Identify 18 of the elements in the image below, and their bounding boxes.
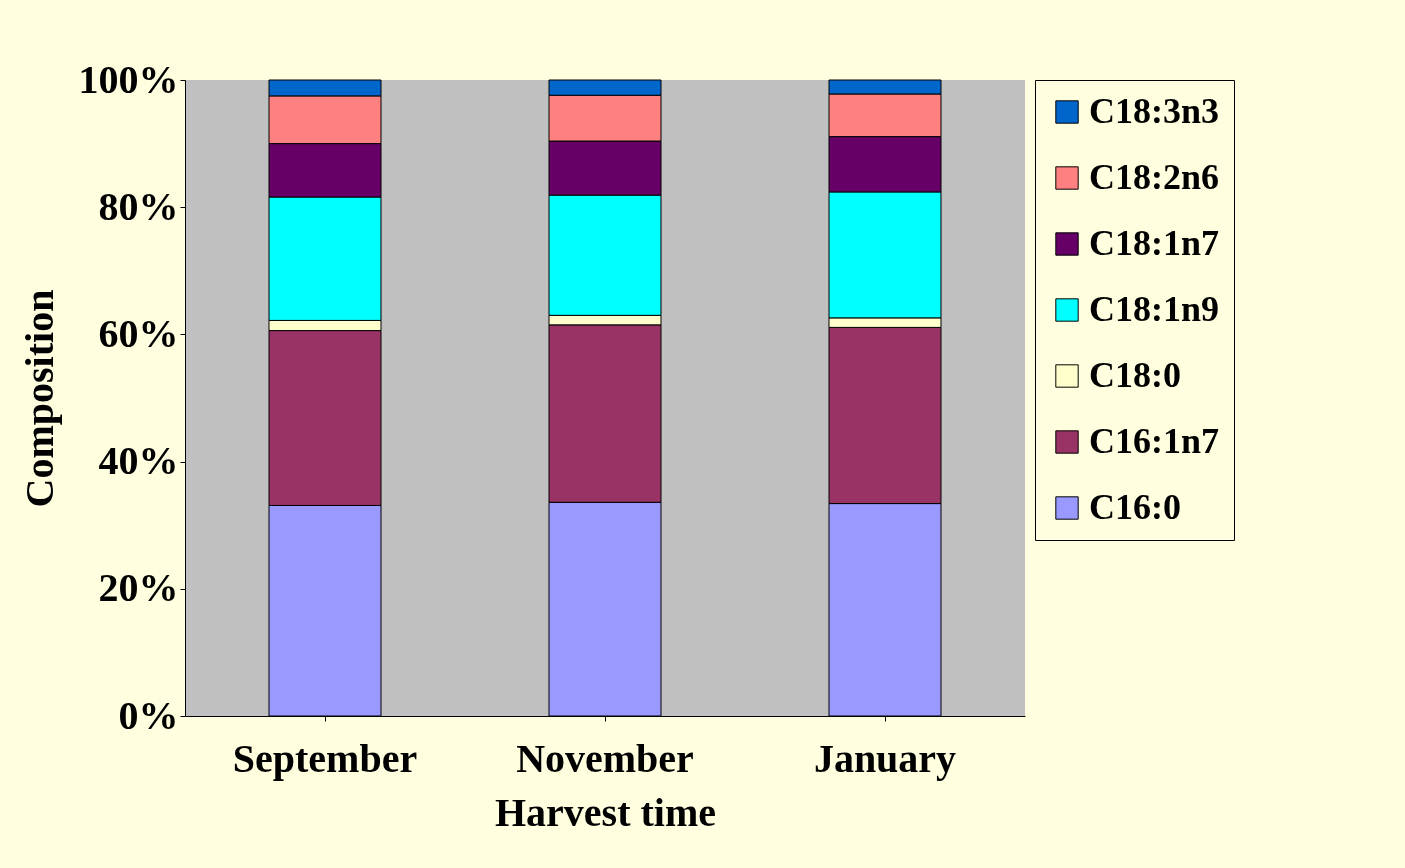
y-tick-label: 100% (78, 56, 179, 102)
x-axis-title: Harvest time (494, 789, 717, 835)
y-tick-label: 20% (98, 565, 179, 611)
y-tick-label: 80% (98, 183, 179, 229)
y-tick-label: 40% (98, 438, 179, 484)
legend-label: C18:2n6 (1089, 157, 1220, 197)
y-axis-title: Composition (16, 289, 62, 508)
x-tick-label: November (516, 735, 694, 781)
legend-label: C18:3n3 (1089, 91, 1220, 131)
legend-label: C18:1n9 (1089, 289, 1220, 329)
y-tick-label: 0% (118, 692, 179, 738)
x-tick-label: January (813, 735, 957, 781)
legend-label: C16:0 (1089, 487, 1181, 527)
legend-label: C18:1n7 (1089, 223, 1220, 263)
legend-label: C16:1n7 (1089, 421, 1220, 461)
x-tick-label: September (232, 735, 418, 781)
y-tick-label: 60% (98, 310, 179, 356)
legend-label: C18:0 (1089, 355, 1181, 395)
